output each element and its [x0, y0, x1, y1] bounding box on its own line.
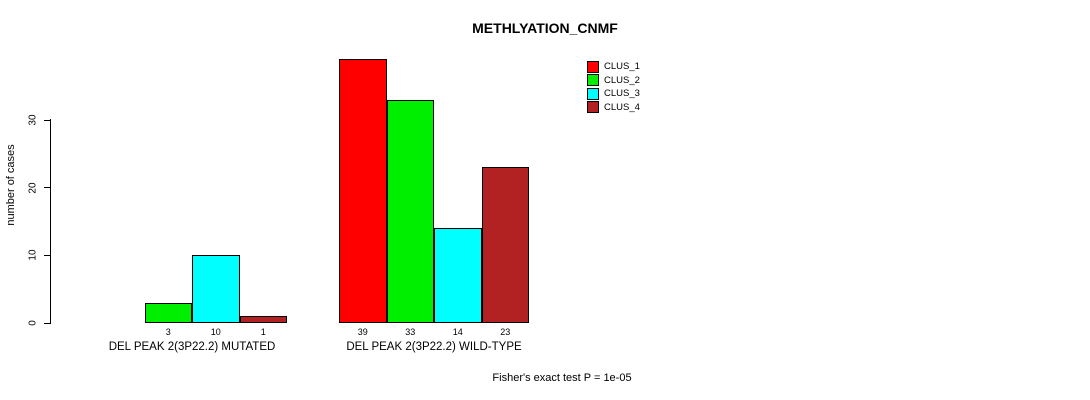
y-tick — [44, 187, 50, 189]
y-tick-label: 30 — [27, 114, 39, 126]
bar-value-label: 33 — [405, 327, 416, 337]
group-label: DEL PEAK 2(3P22.2) MUTATED — [108, 341, 276, 353]
legend-label: CLUS_4 — [604, 101, 640, 113]
legend-item: CLUS_2 — [587, 74, 640, 88]
bar — [386, 99, 434, 323]
legend-item: CLUS_3 — [587, 87, 640, 101]
legend-item: CLUS_1 — [587, 60, 640, 74]
y-tick — [44, 254, 50, 256]
footer-note: Fisher's exact test P = 1e-05 — [492, 372, 632, 384]
group-label: DEL PEAK 2(3P22.2) WILD-TYPE — [346, 341, 522, 353]
bar — [144, 302, 192, 323]
bar-value-label: 3 — [165, 327, 171, 337]
y-axis-label: number of cases — [5, 144, 17, 226]
bar-value-label: 39 — [357, 327, 368, 337]
bar — [434, 228, 482, 323]
y-tick-label: 10 — [27, 249, 39, 261]
bar-value-label: 10 — [210, 327, 221, 337]
legend-label: CLUS_3 — [604, 88, 640, 100]
y-axis — [50, 119, 51, 324]
legend-swatch — [587, 74, 599, 87]
legend-label: CLUS_2 — [604, 74, 640, 86]
y-tick — [44, 119, 50, 121]
chart-title: METHLYATION_CNMF — [472, 20, 618, 36]
y-tick-label: 20 — [27, 182, 39, 194]
legend-swatch — [587, 87, 599, 100]
bar-value-label: 23 — [500, 327, 511, 337]
legend-item: CLUS_4 — [587, 101, 640, 115]
y-tick — [44, 322, 50, 324]
legend-swatch — [587, 60, 599, 73]
bar — [339, 59, 387, 323]
legend-swatch — [587, 101, 599, 114]
bar-value-label: 14 — [452, 327, 463, 337]
bar-value-label: 1 — [260, 327, 266, 337]
bar — [192, 255, 240, 323]
bar — [481, 167, 529, 323]
bar — [239, 316, 287, 323]
y-tick-label: 0 — [27, 320, 39, 326]
legend-label: CLUS_1 — [604, 61, 640, 73]
legend: CLUS_1 CLUS_2 CLUS_3 CLUS_4 — [587, 60, 640, 114]
